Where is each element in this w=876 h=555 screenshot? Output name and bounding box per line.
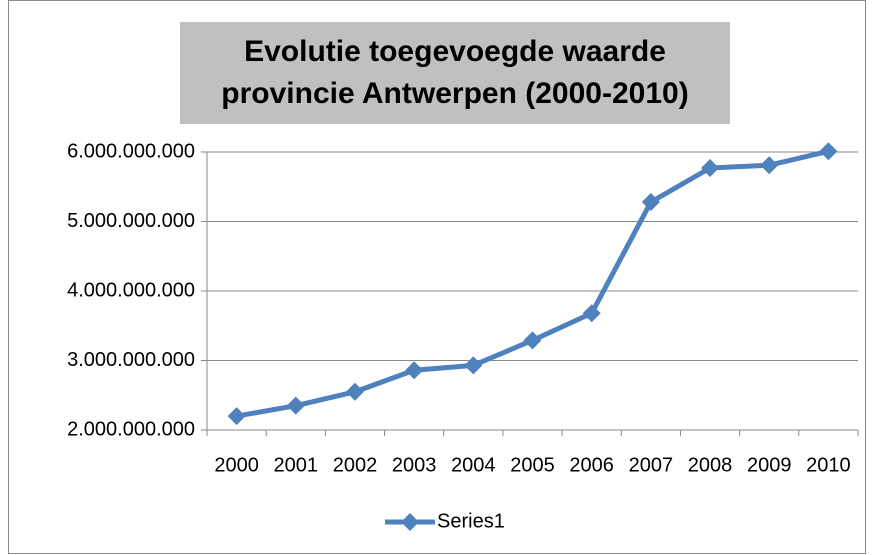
y-tick-label: 6.000.000.000: [67, 140, 195, 162]
x-tick-label: 2002: [333, 454, 378, 476]
marker: [345, 382, 364, 401]
x-tick-label: 2004: [451, 454, 496, 476]
legend-label: Series1: [437, 510, 505, 532]
marker: [819, 142, 838, 161]
marker: [582, 304, 601, 323]
x-tick-label: 2005: [510, 454, 555, 476]
marker: [760, 156, 779, 175]
x-tick-label: 2008: [688, 454, 733, 476]
y-tick-label: 4.000.000.000: [67, 279, 195, 301]
marker: [227, 407, 246, 426]
x-tick-label: 2007: [629, 454, 674, 476]
marker: [641, 193, 660, 212]
legend-marker: [401, 513, 419, 531]
y-tick-label: 3.000.000.000: [67, 349, 195, 371]
y-tick-label: 5.000.000.000: [67, 210, 195, 232]
chart-border: [8, 0, 866, 554]
line: [236, 148, 829, 419]
marker: [464, 356, 483, 375]
marker: [701, 158, 720, 177]
x-tick-label: 2003: [392, 454, 437, 476]
x-tick-label: 2010: [806, 454, 851, 476]
marker: [405, 361, 424, 380]
marker: [523, 331, 542, 350]
marker: [286, 396, 305, 415]
x-tick-label: 2009: [747, 454, 792, 476]
x-tick-label: 2001: [274, 454, 319, 476]
y-tick-label: 2.000.000.000: [67, 418, 195, 440]
chart-title: Evolutie toegevoegde waarde provincie An…: [180, 22, 730, 124]
x-tick-label: 2000: [214, 454, 259, 476]
x-tick-label: 2006: [569, 454, 614, 476]
